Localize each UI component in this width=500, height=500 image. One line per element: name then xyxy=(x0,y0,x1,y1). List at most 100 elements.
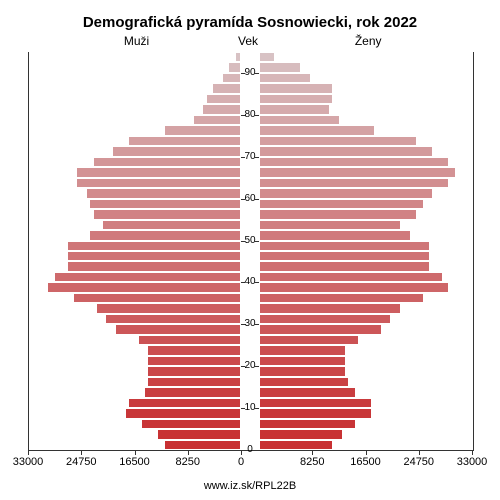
xtick-mark xyxy=(28,450,29,455)
bar-female xyxy=(259,230,411,240)
bar-female xyxy=(259,408,372,418)
bar-male xyxy=(93,209,241,219)
bar-female xyxy=(259,146,433,156)
xtick-label: 33000 xyxy=(452,456,492,468)
bar-female xyxy=(259,136,417,146)
xtick-mark xyxy=(312,450,313,455)
bar-female xyxy=(259,387,356,397)
bar-female xyxy=(259,83,333,93)
xtick-label: 16500 xyxy=(115,456,155,468)
bar-female xyxy=(259,303,401,313)
bar-female xyxy=(259,220,401,230)
bar-female xyxy=(259,345,346,355)
bar-female xyxy=(259,115,340,125)
bar-female xyxy=(259,293,424,303)
bar-male xyxy=(86,188,241,198)
xtick-mark xyxy=(366,450,367,455)
xtick-label: 8250 xyxy=(168,456,208,468)
bar-male xyxy=(141,419,241,429)
bar-male xyxy=(235,52,241,62)
bar-female xyxy=(259,377,349,387)
ytick-label: 90 xyxy=(241,67,259,78)
xtick-mark xyxy=(81,450,82,455)
chart-container: Demografická pyramída Sosnowiecki, rok 2… xyxy=(0,0,500,500)
bar-female xyxy=(259,73,311,83)
xtick-label: 0 xyxy=(221,456,261,468)
bar-female xyxy=(259,62,301,72)
bar-male xyxy=(47,282,241,292)
bar-male xyxy=(164,125,241,135)
bar-male xyxy=(144,387,241,397)
ytick-label: 20 xyxy=(241,360,259,371)
bar-female xyxy=(259,241,430,251)
bar-male xyxy=(67,261,241,271)
xtick-mark xyxy=(419,450,420,455)
bar-female xyxy=(259,356,346,366)
xtick-label: 16500 xyxy=(346,456,386,468)
bar-female xyxy=(259,104,330,114)
ytick-label: 60 xyxy=(241,193,259,204)
right-label: Ženy xyxy=(355,34,382,48)
bar-female xyxy=(259,440,333,450)
bar-female xyxy=(259,429,343,439)
bar-female xyxy=(259,335,359,345)
xtick-label: 8250 xyxy=(292,456,332,468)
bar-female xyxy=(259,419,356,429)
bar-female xyxy=(259,209,417,219)
bar-female xyxy=(259,324,382,334)
bar-male xyxy=(138,335,241,345)
bar-female xyxy=(259,261,430,271)
bar-male xyxy=(147,345,241,355)
bar-female xyxy=(259,272,443,282)
ytick-label: 0 xyxy=(241,444,259,455)
xtick-label: 33000 xyxy=(8,456,48,468)
bar-male xyxy=(147,377,241,387)
bar-female xyxy=(259,188,433,198)
bar-female xyxy=(259,314,391,324)
bar-male xyxy=(76,178,241,188)
bar-male xyxy=(76,167,241,177)
bar-male xyxy=(193,115,241,125)
bar-male xyxy=(67,251,241,261)
bar-male xyxy=(67,241,241,251)
bar-male xyxy=(222,73,241,83)
xtick-label: 24750 xyxy=(399,456,439,468)
left-label: Muži xyxy=(124,34,149,48)
bar-male xyxy=(212,83,241,93)
bar-male xyxy=(89,230,241,240)
bar-male xyxy=(93,157,241,167)
bar-male xyxy=(89,199,241,209)
bar-female xyxy=(259,178,449,188)
ytick-label: 70 xyxy=(241,151,259,162)
ytick-label: 50 xyxy=(241,235,259,246)
ytick-label: 80 xyxy=(241,109,259,120)
bar-female xyxy=(259,52,275,62)
bar-male xyxy=(157,429,241,439)
bar-male xyxy=(125,408,241,418)
bar-male xyxy=(102,220,241,230)
bar-male xyxy=(54,272,241,282)
xtick-mark xyxy=(135,450,136,455)
bar-female xyxy=(259,366,346,376)
bar-female xyxy=(259,94,333,104)
bar-female xyxy=(259,157,449,167)
bar-male xyxy=(147,366,241,376)
bar-male xyxy=(96,303,241,313)
bar-male xyxy=(115,324,241,334)
bar-male xyxy=(128,136,241,146)
chart-title: Demografická pyramída Sosnowiecki, rok 2… xyxy=(0,14,500,31)
bar-male xyxy=(112,146,241,156)
bar-male xyxy=(105,314,241,324)
bar-female xyxy=(259,167,456,177)
bar-male xyxy=(128,398,241,408)
bar-male xyxy=(164,440,241,450)
ytick-label: 40 xyxy=(241,276,259,287)
xtick-mark xyxy=(472,450,473,455)
xtick-mark xyxy=(188,450,189,455)
footer-text: www.iz.sk/RPL22B xyxy=(0,480,500,492)
ytick-label: 10 xyxy=(241,402,259,413)
xtick-label: 24750 xyxy=(61,456,101,468)
bar-female xyxy=(259,282,449,292)
center-label: Vek xyxy=(238,34,258,48)
bar-female xyxy=(259,398,372,408)
